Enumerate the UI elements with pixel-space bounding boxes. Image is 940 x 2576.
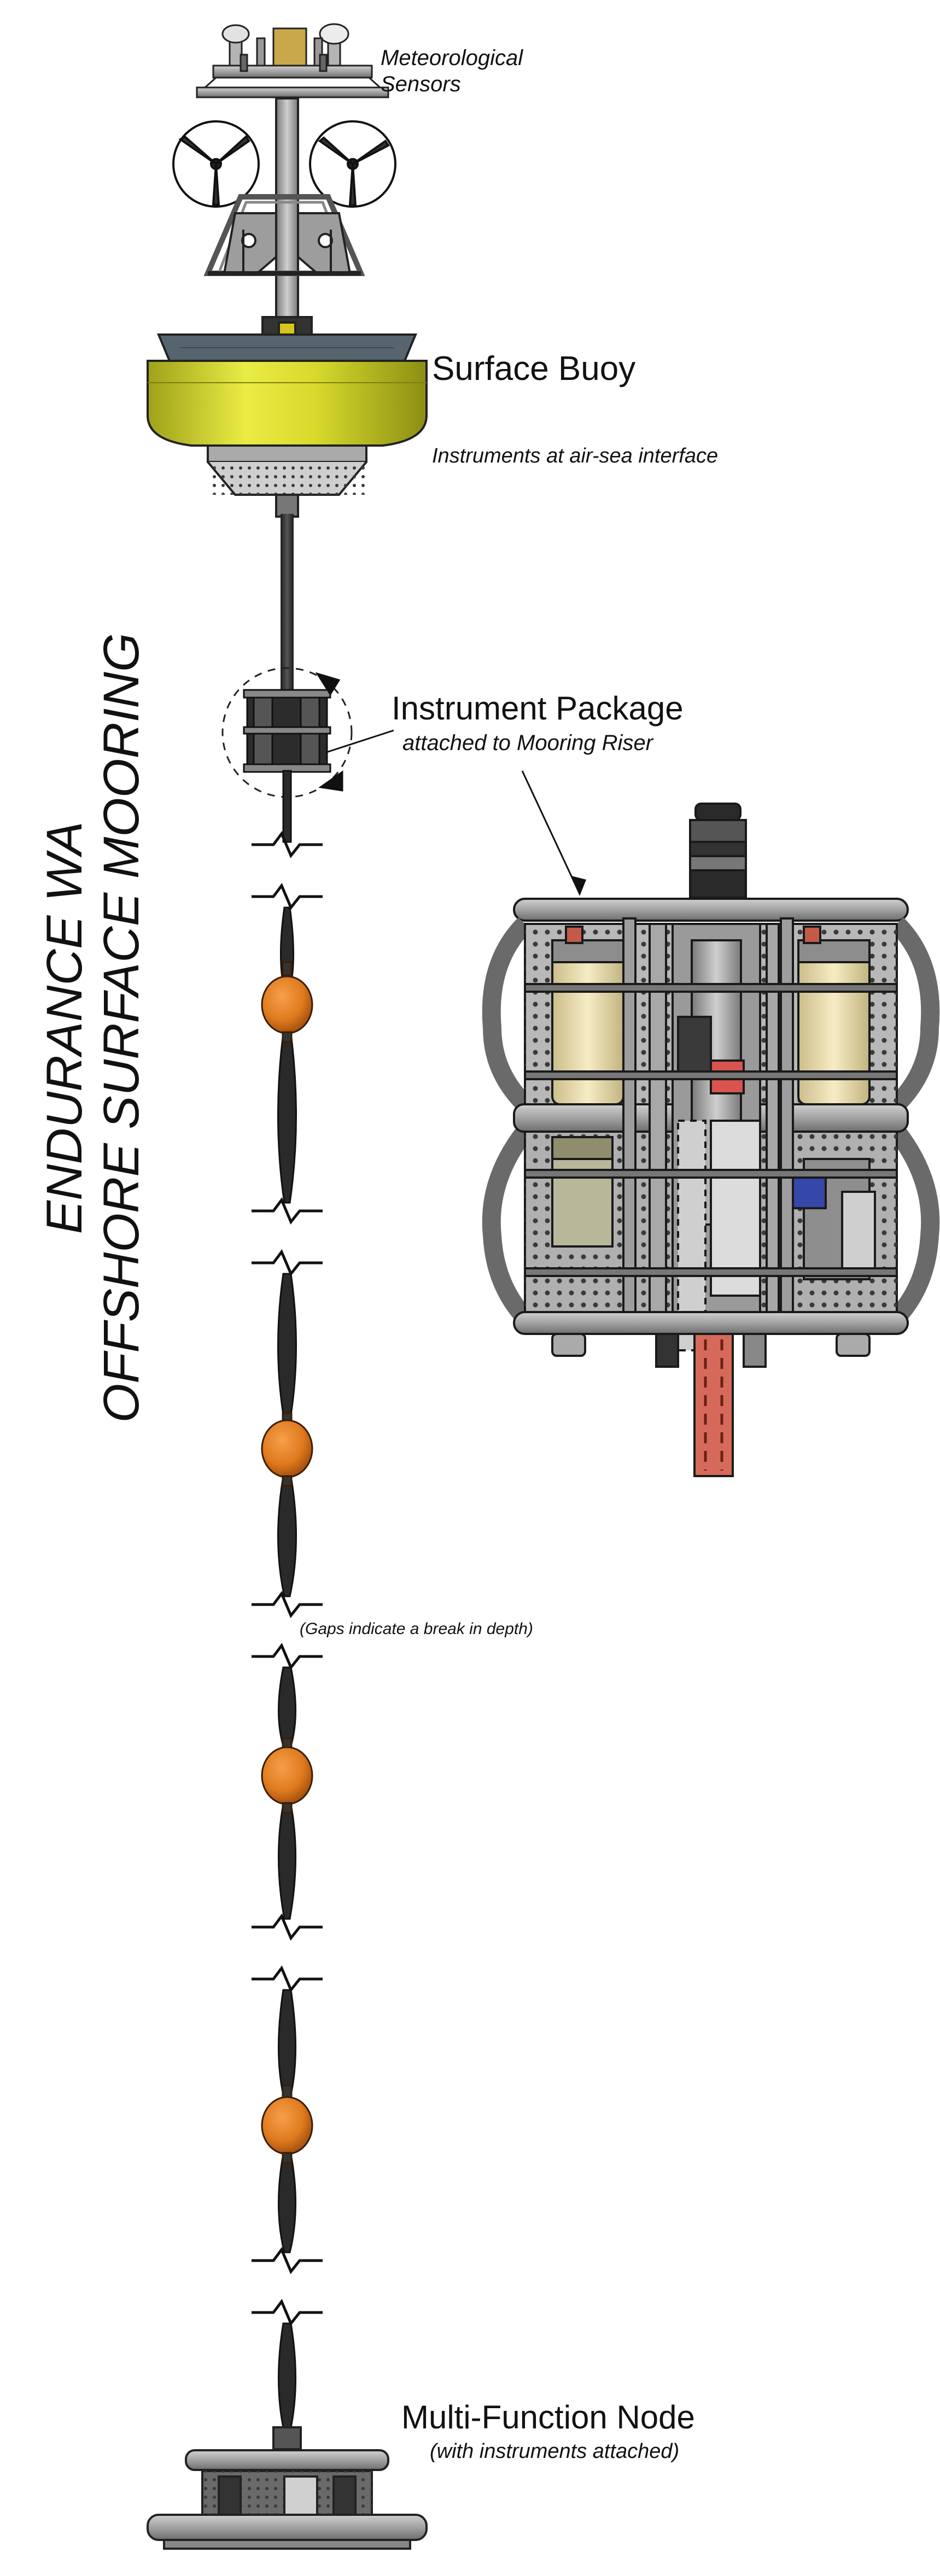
multi-function-node-label: Multi-Function Node [401, 2399, 695, 2436]
buoyancy-floats [261, 961, 313, 2164]
buoy-tower-frame [203, 97, 365, 351]
mooring-title-line2: OFFSHORE SURFACE MOORING [94, 633, 149, 1423]
instrument-package-caption: attached to Mooring Riser [402, 731, 653, 755]
riser-segments [252, 770, 323, 2434]
meteorological-label-line1: Meteorological [381, 46, 523, 70]
surface-buoy-caption: Instruments at air-sea interface [432, 444, 719, 467]
meteorological-sensors-label: Meteorological Sensors [381, 45, 523, 97]
surface-buoy-label: Surface Buoy [432, 350, 636, 388]
instrument-package-label: Instrument Package [392, 690, 684, 727]
instrument-package-detail [482, 803, 940, 1477]
upper-riser [281, 514, 294, 694]
multi-function-node-caption: (with instruments attached) [430, 2440, 680, 2463]
meteorological-label-line2: Sensors [381, 72, 461, 96]
mooring-title-line1: ENDURANCE WA [37, 821, 92, 1234]
wind-turbines [172, 120, 396, 208]
surface-buoy-hull [147, 333, 428, 518]
instrument-package-leader [521, 770, 587, 896]
multi-function-node [147, 2426, 428, 2550]
meteorological-sensors [196, 23, 389, 98]
gaps-note: (Gaps indicate a break in depth) [300, 1620, 533, 1638]
mooring-title: ENDURANCE WA OFFSHORE SURFACE MOORING [36, 633, 150, 1423]
riser-instrument-package [221, 667, 394, 798]
